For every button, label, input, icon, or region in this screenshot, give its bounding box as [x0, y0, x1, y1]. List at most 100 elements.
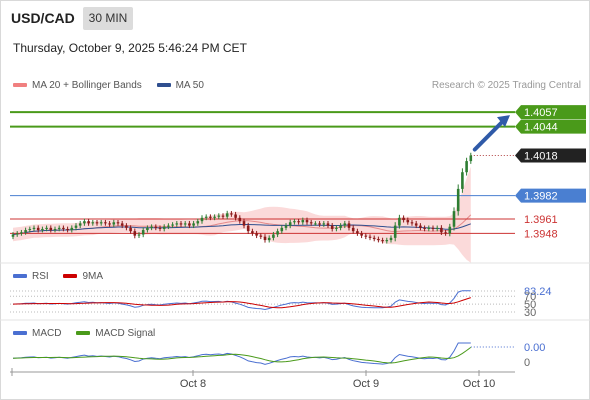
legend-ma50-label: MA 50: [175, 80, 204, 91]
candle-body: [393, 225, 397, 238]
candle-body: [414, 223, 418, 226]
candle-body: [465, 161, 468, 173]
candle-body: [217, 215, 221, 217]
candle-body: [259, 235, 263, 237]
candle-body: [419, 225, 422, 228]
candle-body: [456, 188, 460, 212]
candle-body: [364, 235, 368, 237]
candle-body: [431, 227, 435, 229]
candle-body: [57, 227, 61, 229]
candle-body: [423, 227, 426, 229]
candle-body: [133, 231, 137, 236]
candle-body: [351, 227, 355, 232]
candle-body: [11, 234, 15, 237]
price-tag-current: [515, 148, 586, 163]
candle-body: [108, 223, 111, 225]
candle-body: [297, 221, 300, 223]
candle-body: [74, 225, 78, 228]
candle-body: [24, 230, 27, 233]
macd-line: [12, 342, 471, 365]
candle-body: [137, 234, 141, 236]
forecast-arrow-shaft: [472, 118, 506, 152]
forecast-arrow-head: [497, 115, 510, 128]
rsi-ma-line: [12, 297, 471, 309]
candle-body: [448, 226, 452, 234]
candle-body: [406, 220, 410, 223]
symbol-title: USD/CAD: [11, 10, 75, 26]
candle-body: [339, 225, 342, 228]
price-tag-label: 1.3961: [524, 214, 558, 226]
candle-body: [15, 233, 19, 235]
candle-body: [318, 223, 321, 225]
legend-ma20-label: MA 20 + Bollinger Bands: [32, 80, 142, 91]
candle-body: [62, 227, 65, 229]
research-credit: Research © 2025 Trading Central: [431, 80, 581, 91]
candle-body: [53, 228, 57, 231]
x-tick-label: Oct 10: [463, 378, 495, 390]
candle-body: [167, 225, 170, 227]
legend-rsi-label: RSI: [32, 271, 49, 282]
candle-body: [158, 227, 162, 229]
candle-body: [301, 220, 305, 223]
candle-body: [150, 226, 153, 228]
candle-body: [288, 222, 292, 226]
price-tag-label: 1.4018: [524, 151, 558, 163]
rsi-line: [12, 290, 471, 311]
rsi-legend: RSI 9MA: [13, 271, 103, 282]
candle-body: [398, 217, 401, 226]
price-tag-label: 1.3982: [524, 191, 558, 203]
candle-body: [28, 228, 32, 231]
candle-body: [129, 227, 132, 232]
rsi-level-label: 50: [524, 299, 536, 311]
candle-body: [335, 227, 338, 229]
candle-body: [272, 234, 275, 238]
candle-body: [104, 222, 107, 224]
candle-body: [125, 225, 128, 228]
price-tag-label: 1.4057: [524, 107, 558, 119]
rsi-swatch: [13, 274, 27, 279]
candle-body: [154, 226, 158, 228]
candle-body: [276, 231, 279, 235]
candle-body: [242, 221, 246, 226]
bollinger-band: [13, 166, 471, 263]
candle-body: [356, 231, 359, 234]
candle-body: [238, 217, 242, 222]
candle-body: [78, 223, 82, 226]
candle-body: [280, 227, 284, 232]
candle-body: [402, 217, 405, 221]
candle-body: [427, 227, 431, 229]
price-tag-resistance: [515, 119, 586, 134]
rsi-ma-swatch: [63, 274, 78, 279]
candle-body: [452, 211, 456, 227]
legend-macd-label: MACD: [32, 328, 62, 339]
candle-body: [200, 217, 204, 222]
candle-body: [116, 222, 120, 224]
candle-body: [83, 221, 86, 224]
candle-body: [162, 226, 166, 229]
candle-body: [330, 225, 334, 229]
candle-body: [372, 237, 376, 239]
x-tick-label: Oct 8: [180, 378, 206, 390]
candle-body: [360, 233, 363, 236]
candle-body: [171, 224, 174, 226]
candle-body: [213, 216, 216, 218]
candle-body: [45, 227, 48, 229]
candle-body: [435, 227, 439, 229]
ma20-swatch: [13, 83, 27, 88]
candle-body: [347, 223, 351, 228]
timeframe-badge[interactable]: 30 MIN: [83, 7, 133, 30]
candle-body: [95, 222, 99, 224]
macd-level-label: 0: [524, 357, 530, 369]
ma50-swatch: [156, 83, 171, 88]
candle-body: [385, 240, 389, 242]
candle-body: [234, 214, 237, 218]
candle-body: [32, 227, 36, 229]
candle-body: [91, 222, 95, 224]
candle-body: [66, 228, 69, 231]
x-tick-label: Oct 9: [353, 378, 379, 390]
rsi-level-label: 83.24: [524, 286, 552, 298]
candle-body: [461, 172, 464, 189]
main-legend: MA 20 + Bollinger Bands MA 50: [13, 80, 204, 91]
candle-body: [284, 225, 288, 228]
